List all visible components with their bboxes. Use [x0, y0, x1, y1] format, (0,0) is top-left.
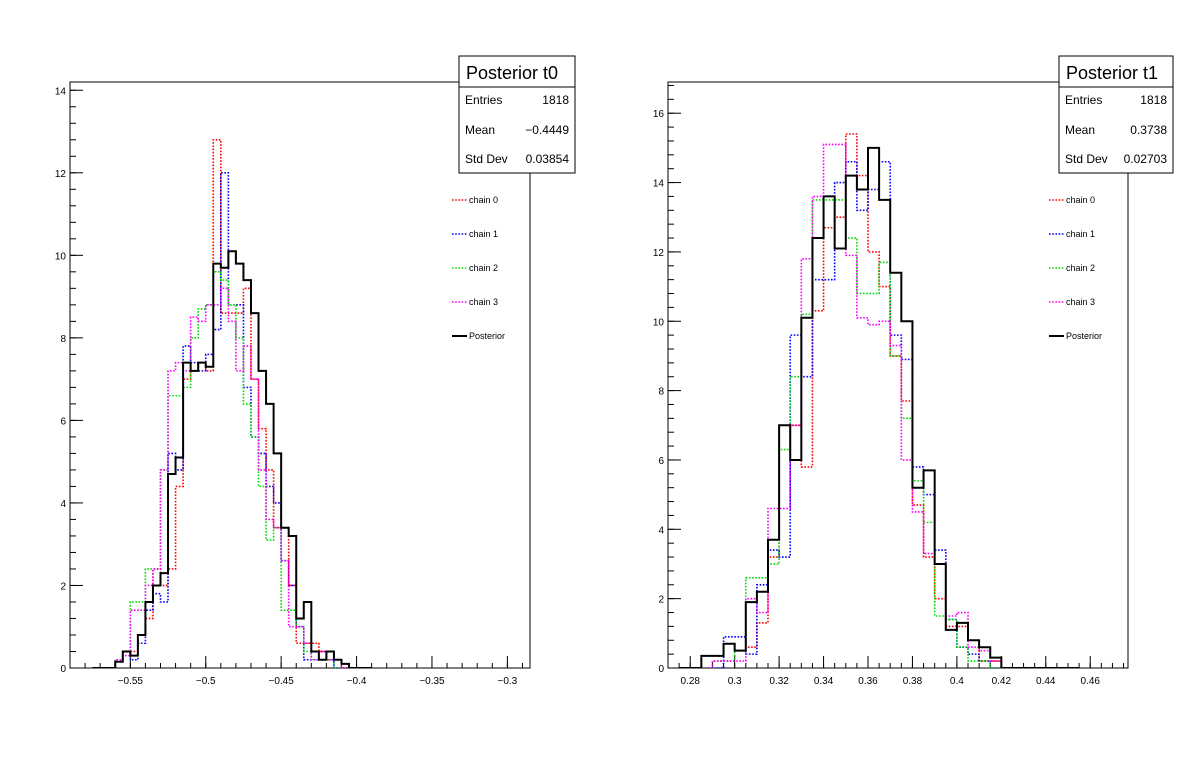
x-tick-label: −0.45 — [268, 676, 294, 687]
legend-label: chain 0 — [1066, 195, 1095, 205]
x-tick-label: −0.55 — [118, 676, 144, 687]
stats-label: Mean — [465, 123, 495, 137]
y-tick-label: 8 — [658, 387, 664, 398]
plot-frame — [69, 81, 531, 669]
pad-posterior-t1: 0.28 0.3 0.32 0.34 0.36 0.38 0.4 0.42 0.44 0.46 0 2… — [653, 55, 1174, 687]
y-tick-label: 6 — [658, 456, 664, 467]
y-tick-label: 8 — [60, 334, 66, 345]
stats-label: Std Dev — [1065, 152, 1108, 166]
x-tick-label: 0.46 — [1080, 676, 1100, 687]
x-tick-label: −0.4 — [347, 676, 367, 687]
y-tick-label: 2 — [658, 595, 664, 606]
y-tick-label: 10 — [55, 251, 67, 262]
x-tick-label: 0.42 — [992, 676, 1012, 687]
plot-frame — [667, 81, 1129, 669]
y-tick-label: 16 — [653, 109, 665, 120]
x-tick-label: −0.3 — [498, 676, 518, 687]
y-tick-label: 6 — [60, 416, 66, 427]
stats-value: 0.3738 — [1130, 123, 1167, 137]
x-tick-label: −0.35 — [419, 676, 445, 687]
y-tick-label: 14 — [653, 179, 665, 190]
legend-label: chain 0 — [469, 195, 498, 205]
series-posterior-histogram — [679, 146, 1080, 668]
series-chain-3-histogram — [92, 287, 372, 668]
x-tick-label: 0.3 — [728, 676, 742, 687]
stats-value: 1818 — [1140, 93, 1167, 107]
legend-label: chain 2 — [469, 263, 498, 273]
pad-posterior-t0: −0.55 −0.5 −0.45 −0.4 −0.35 −0.3 0 2 4 6 8 10 12 14 Po… — [55, 55, 576, 687]
stats-title: Posterior t0 — [466, 63, 558, 83]
legend-label: chain 1 — [1066, 229, 1095, 239]
y-tick-label: 4 — [60, 499, 66, 510]
stats-label: Std Dev — [465, 152, 508, 166]
legend-label: chain 1 — [469, 229, 498, 239]
x-tick-label: −0.5 — [196, 676, 216, 687]
y-tick-label: 4 — [658, 525, 664, 536]
legend-label: chain 3 — [1066, 297, 1095, 307]
y-tick-label: 10 — [653, 317, 665, 328]
y-tick-label: 2 — [60, 581, 66, 592]
stats-value: 0.03854 — [526, 152, 570, 166]
series-chain-2-histogram — [92, 271, 372, 668]
stats-value: 1818 — [542, 93, 569, 107]
legend-label: chain 2 — [1066, 263, 1095, 273]
y-tick-label: 12 — [55, 169, 67, 180]
stats-value: 0.02703 — [1124, 152, 1168, 166]
y-tick-label: 14 — [55, 86, 67, 97]
stats-label: Entries — [465, 93, 502, 107]
y-tick-label: 0 — [60, 664, 66, 675]
series-chain-2-histogram — [679, 199, 1080, 668]
legend-label: chain 3 — [469, 297, 498, 307]
x-tick-label: 0.32 — [769, 676, 789, 687]
legend-label: Posterior — [469, 331, 505, 341]
stats-box — [458, 55, 576, 174]
y-tick-label: 12 — [653, 248, 665, 259]
x-tick-label: 0.44 — [1036, 676, 1056, 687]
stats-label: Entries — [1065, 93, 1102, 107]
legend-label: Posterior — [1066, 331, 1102, 341]
series-posterior-histogram — [92, 250, 372, 668]
x-tick-label: 0.4 — [950, 676, 964, 687]
x-tick-label: 0.34 — [814, 676, 834, 687]
stats-title: Posterior t1 — [1066, 63, 1158, 83]
x-tick-label: 0.38 — [903, 676, 923, 687]
stats-label: Mean — [1065, 123, 1095, 137]
stats-value: −0.4449 — [525, 123, 569, 137]
series-chain-0-histogram — [679, 133, 1080, 668]
x-tick-label: 0.28 — [680, 676, 700, 687]
x-tick-label: 0.36 — [858, 676, 878, 687]
series-chain-1-histogram — [92, 171, 372, 668]
y-tick-label: 0 — [658, 664, 664, 675]
stats-box — [1058, 55, 1174, 174]
